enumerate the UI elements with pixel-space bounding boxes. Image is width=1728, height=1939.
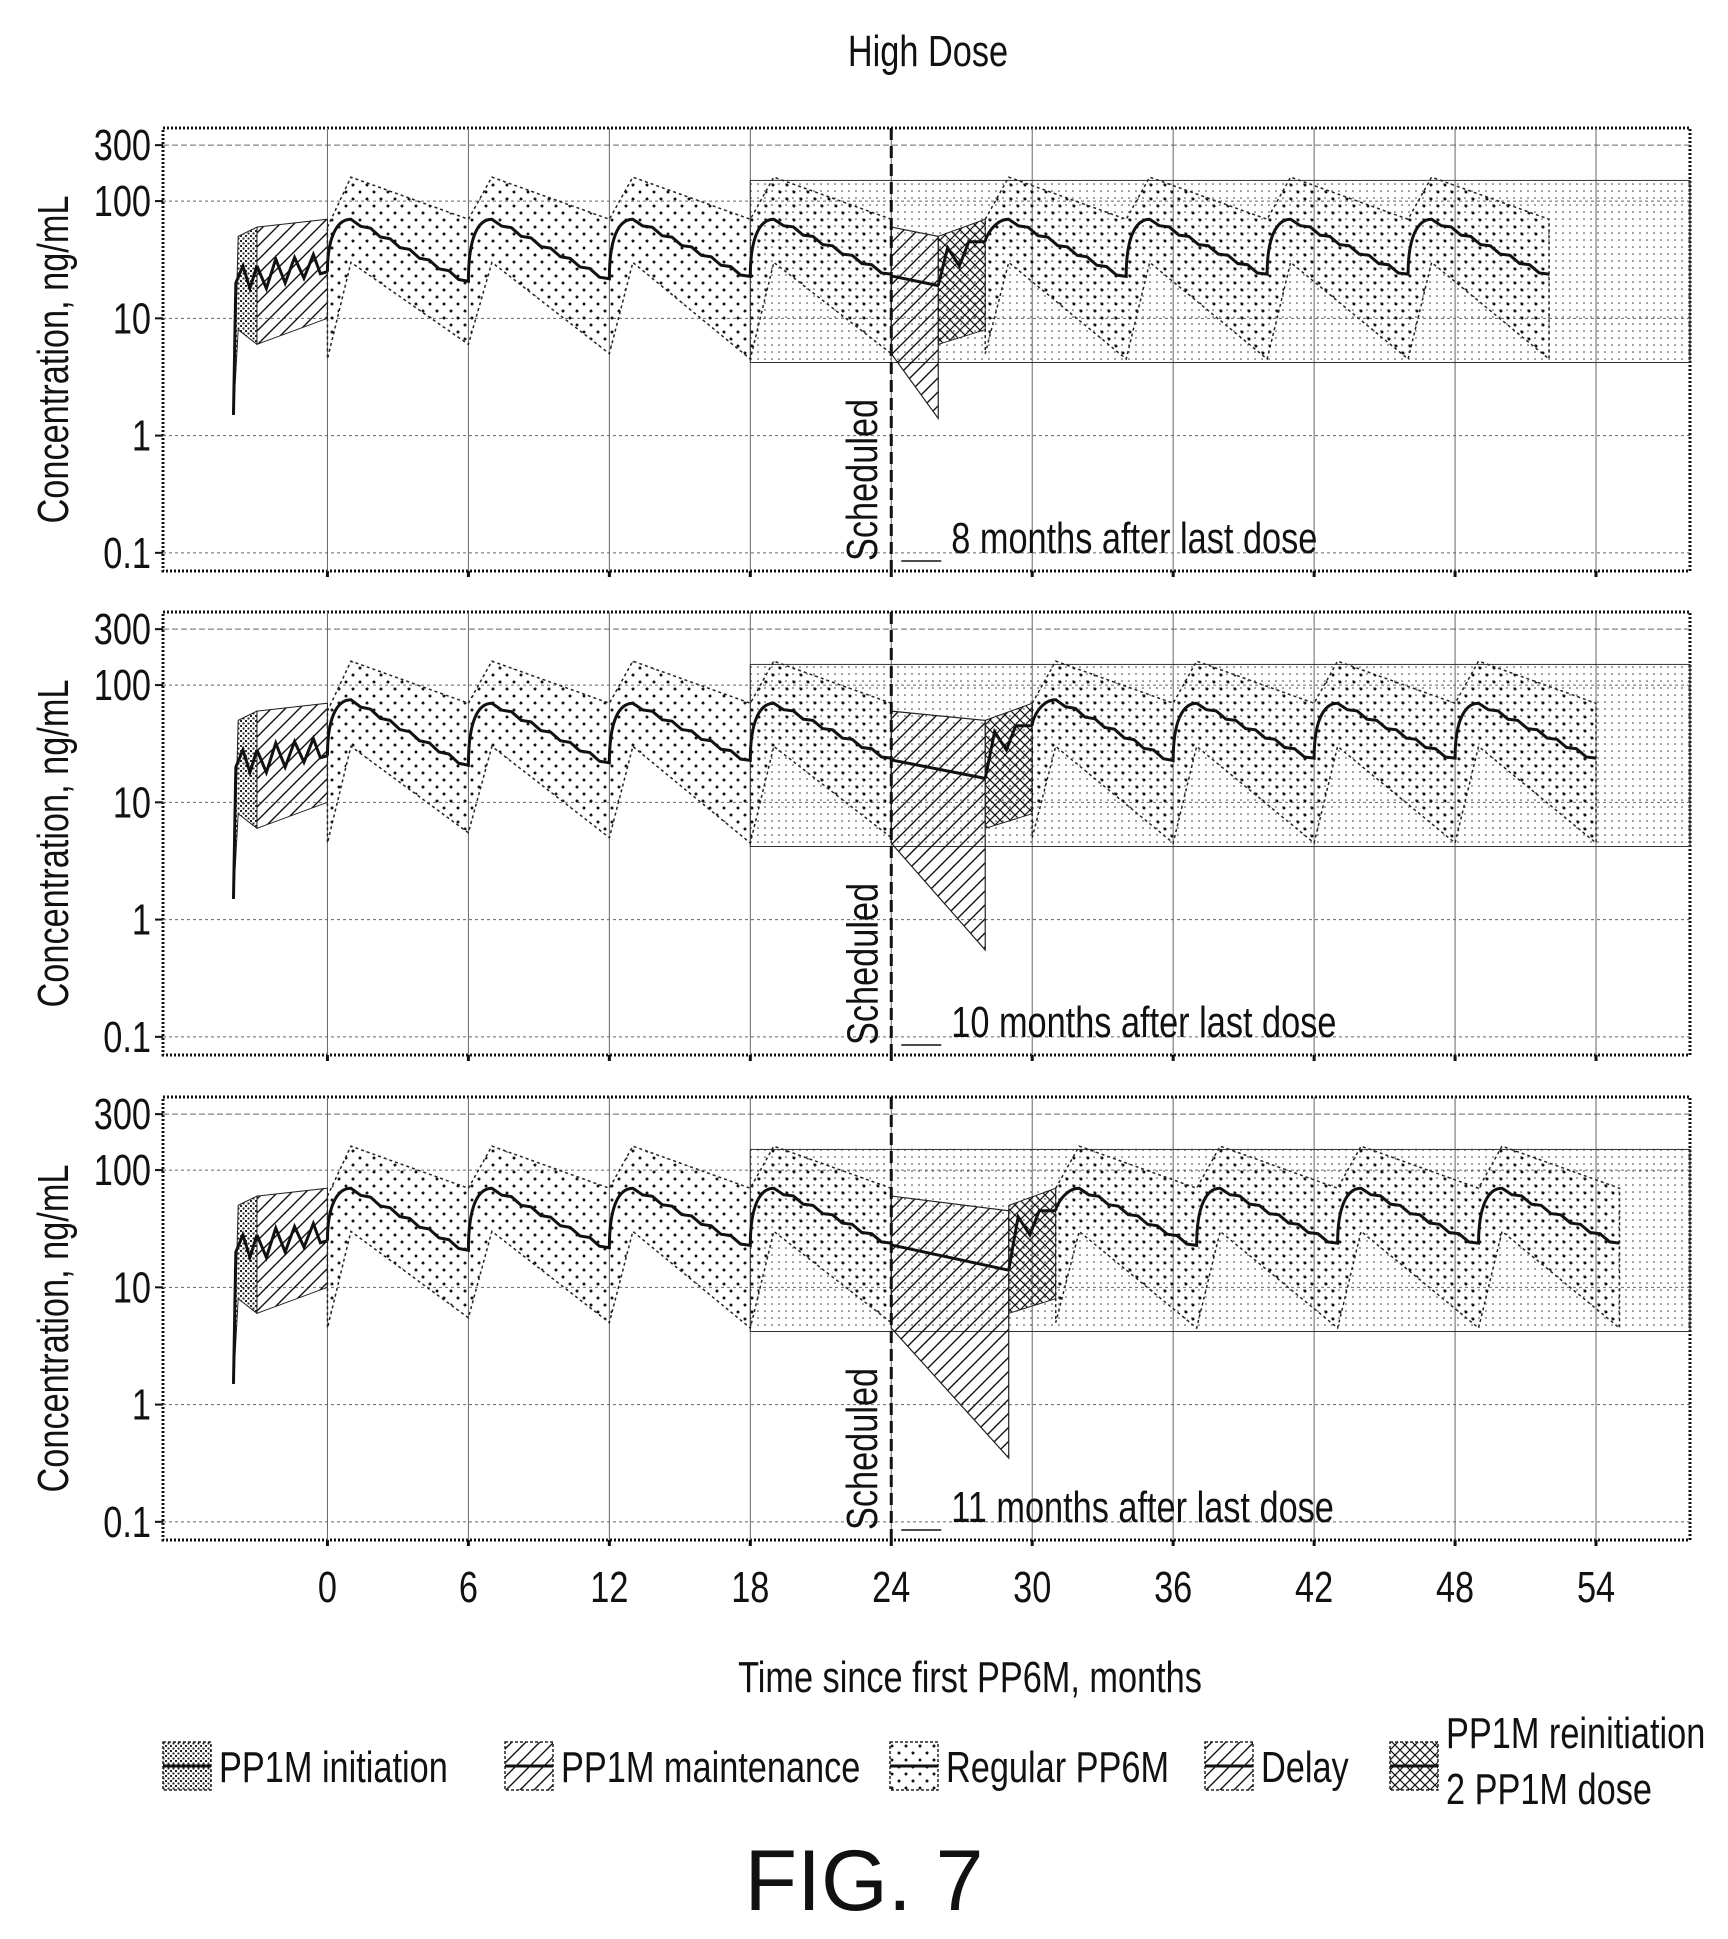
y-tick-label: 300 [94, 121, 151, 170]
series-median-regular-pp6m [1054, 1186, 1620, 1248]
series-median-delay [890, 1243, 1010, 1272]
x-tick-label: 0 [318, 1563, 337, 1612]
x-tick-label: 54 [1577, 1563, 1615, 1612]
legend-label: PP1M initiation [219, 1743, 448, 1792]
y-tick-label: 100 [94, 177, 151, 226]
figure-caption: FIG. 7 [745, 1833, 984, 1929]
series-band-pp1m-reinitiation [984, 702, 1033, 830]
series-median-pp1m-reinitiation [1007, 1209, 1056, 1271]
series-median-pp1m-maintenance [255, 1219, 328, 1262]
series-median-delay [890, 758, 986, 780]
legend-label: 2 PP1M dose [1446, 1765, 1652, 1814]
series-median-pp1m-initiation [231, 261, 259, 415]
x-tick-label: 48 [1436, 1563, 1474, 1612]
y-tick-label: 1 [132, 412, 151, 461]
panels: Scheduled 8 months after last dose0.11101… [29, 121, 1692, 1612]
x-axis-label: Time since first PP6M, months [738, 1653, 1202, 1702]
y-tick-label: 300 [94, 1090, 151, 1139]
series-median-pp1m-reinitiation [983, 724, 1033, 779]
x-tick-label: 30 [1013, 1563, 1051, 1612]
series-median-regular-pp6m [1030, 698, 1597, 763]
legend-item: PP1M reinitiation 2 PP1M dose [1389, 1709, 1705, 1814]
chart-panel: Scheduled 10 months after last dose 0.1 1 10… [29, 605, 1692, 1062]
chart-panel: Scheduled 8 months after last dose 0.1 1 10 1… [29, 121, 1692, 578]
series-median-regular-pp6m [325, 1186, 892, 1253]
series-median-pp1m-initiation [231, 745, 259, 899]
x-tick-label: 42 [1295, 1563, 1333, 1612]
series-median-regular-pp6m [983, 217, 1550, 279]
chart-panel: Scheduled 11 months after last dose 0.1 1 10… [29, 1090, 1692, 1612]
series-median-pp1m-maintenance [255, 734, 328, 777]
y-tick-label: 10 [113, 778, 151, 827]
legend-label: Regular PP6M [946, 1743, 1169, 1792]
x-tick-label: 24 [872, 1563, 910, 1612]
y-tick-label: 0.1 [103, 1498, 151, 1547]
panel-annotation: 10 months after last dose [951, 998, 1336, 1047]
series-band-pp1m-reinitiation [937, 218, 986, 346]
y-tick-label: 100 [94, 1146, 151, 1195]
y-tick-label: 10 [113, 1263, 151, 1312]
series-median-pp1m-initiation [231, 1230, 259, 1384]
y-tick-label: 1 [132, 896, 151, 945]
panel-annotation: 8 months after last dose [951, 514, 1317, 563]
legend-item: Delay [1204, 1741, 1349, 1792]
y-tick-label: 100 [94, 661, 151, 710]
y-tick-label: 300 [94, 605, 151, 654]
x-tick-label: 6 [459, 1563, 478, 1612]
scheduled-label: Scheduled [838, 399, 887, 561]
legend-item: PP1M initiation [162, 1741, 448, 1792]
series-median-delay [890, 274, 939, 288]
y-tick-label: 0.1 [103, 529, 151, 578]
legend-item: Regular PP6M [889, 1741, 1169, 1792]
figure-title: High Dose [848, 27, 1008, 76]
y-tick-label: 10 [113, 294, 151, 343]
series-median-regular-pp6m [325, 217, 892, 284]
scheduled-label: Scheduled [838, 1368, 887, 1530]
series-median-pp1m-maintenance [255, 250, 328, 293]
y-tick-label: 0.1 [103, 1013, 151, 1062]
series-median-regular-pp6m [325, 698, 892, 768]
y-tick-label: 1 [132, 1381, 151, 1430]
legend-label: PP1M maintenance [561, 1743, 860, 1792]
legend-label: PP1M reinitiation [1446, 1709, 1705, 1758]
x-tick-label: 12 [590, 1563, 628, 1612]
series-band-pp1m-reinitiation [1008, 1187, 1057, 1315]
y-axis-label: Concentration, ng/mL [29, 1165, 78, 1493]
legend-label: Delay [1261, 1743, 1349, 1792]
y-axis-label: Concentration, ng/mL [29, 680, 78, 1008]
x-tick-label: 36 [1154, 1563, 1192, 1612]
legend: PP1M initiation PP1M maintenance Regular P… [162, 1709, 1705, 1814]
scheduled-label: Scheduled [838, 883, 887, 1045]
panel-annotation: 11 months after last dose [951, 1483, 1334, 1532]
x-tick-label: 18 [731, 1563, 769, 1612]
y-axis-label: Concentration, ng/mL [29, 196, 78, 524]
series-median-pp1m-reinitiation [936, 240, 986, 287]
legend-item: PP1M maintenance [504, 1741, 860, 1792]
